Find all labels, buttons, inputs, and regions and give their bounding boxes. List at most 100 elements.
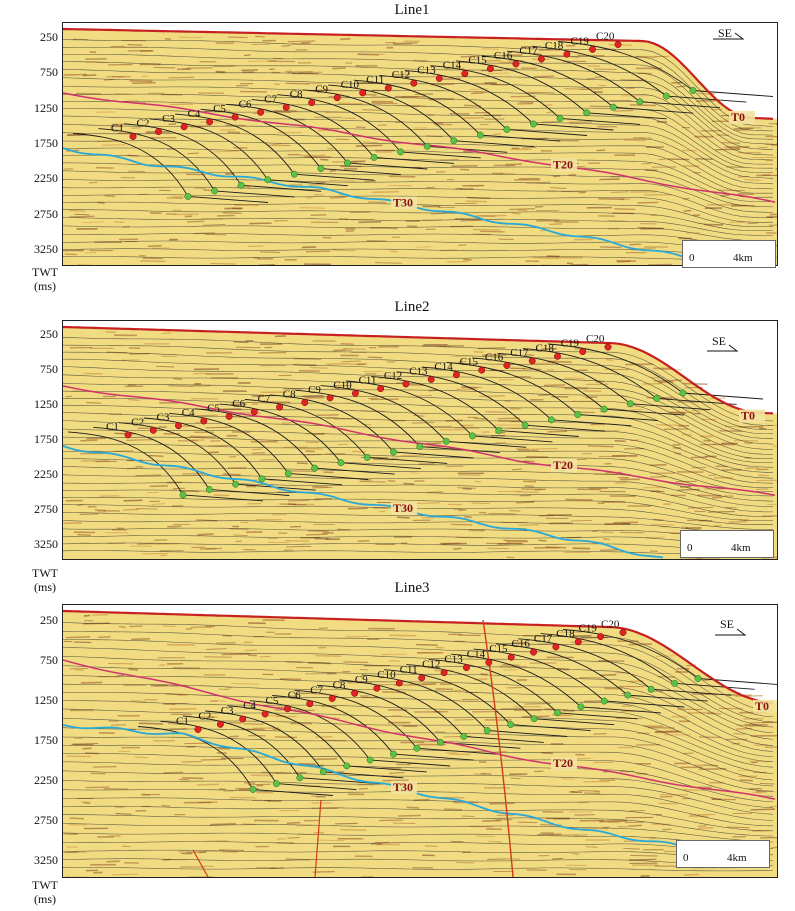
shelf-edge-dot bbox=[478, 366, 486, 374]
clinoform-label: C4 bbox=[243, 700, 256, 712]
horizon-label: T30 bbox=[393, 501, 413, 515]
horizon-label: T30 bbox=[393, 780, 413, 794]
shelf-edge-dot bbox=[216, 720, 224, 728]
clinoform-label: C20 bbox=[601, 619, 620, 631]
panel-title-line2: Line2 bbox=[394, 299, 430, 315]
fault-lines bbox=[192, 619, 514, 877]
y-tick-label: 2750 bbox=[34, 501, 58, 516]
shelf-edge-markers bbox=[124, 343, 687, 499]
clinoform-label: C14 bbox=[467, 648, 486, 660]
toe-dot bbox=[416, 443, 424, 451]
seismic-panel-line2: C1 C2 C3 C4 C5 C6 C7 C8 C9 C10 C11 C12 C13 C14 C15 C16 C… bbox=[62, 320, 778, 560]
shelf-edge-dot bbox=[604, 343, 612, 351]
toe-dot bbox=[272, 780, 280, 788]
clinoform-label: C5 bbox=[213, 103, 226, 115]
clinoform-label: C7 bbox=[310, 685, 323, 697]
clinoform-label: C15 bbox=[489, 643, 508, 655]
clinoform-label: C16 bbox=[494, 50, 513, 62]
horizon-labels: T0 T20 T30 bbox=[391, 110, 755, 210]
horizon-label: T0 bbox=[755, 699, 769, 713]
shelf-edge-dot bbox=[282, 103, 290, 111]
direction-arrow-icon bbox=[707, 344, 739, 352]
shelf-edge-dot bbox=[461, 70, 469, 78]
shelf-edge-markers bbox=[194, 629, 702, 793]
y-tick-label: 250 bbox=[40, 29, 58, 44]
toe-dot bbox=[258, 475, 266, 483]
clinoform-label: C17 bbox=[519, 45, 538, 57]
direction-arrow-icon bbox=[715, 628, 747, 636]
toe-dot bbox=[503, 126, 511, 133]
shelf-edge-dot bbox=[261, 710, 269, 718]
clinoform-label: C12 bbox=[392, 69, 410, 81]
y-tick-label: 3250 bbox=[34, 536, 58, 551]
y-tick-label: 2750 bbox=[34, 206, 58, 221]
shelf-edge-dot bbox=[410, 79, 418, 87]
shelf-edge-dot bbox=[175, 422, 182, 430]
y-tick-label: 2250 bbox=[34, 466, 58, 481]
toe-dot bbox=[530, 120, 537, 128]
y-tick-label: 750 bbox=[40, 362, 58, 377]
clinoform-label: C8 bbox=[333, 679, 346, 691]
toe-dot bbox=[647, 685, 655, 693]
shelf-edge-dot bbox=[395, 679, 403, 687]
shelf-edge-dot bbox=[537, 55, 545, 63]
clinoform-label: C13 bbox=[409, 365, 428, 377]
horizon-labels: T0 T20 T30 bbox=[391, 409, 765, 516]
shelf-edge-dot bbox=[554, 352, 561, 360]
clinoform-label: C13 bbox=[417, 64, 436, 76]
toe-dot bbox=[626, 400, 634, 408]
toe-dot bbox=[495, 427, 503, 434]
shelf-edge-dot bbox=[485, 658, 493, 666]
toe-dot bbox=[556, 114, 564, 122]
shelf-edge-dot bbox=[206, 118, 214, 126]
scale-bar-line2: 0 4km bbox=[680, 530, 774, 558]
clinoform-label: C13 bbox=[444, 654, 463, 666]
clinoform-label: C2 bbox=[131, 416, 144, 428]
clinoform-label: C15 bbox=[468, 55, 487, 67]
y-tick-label: 1250 bbox=[34, 100, 58, 115]
shelf-edge-dot bbox=[427, 375, 435, 383]
shelf-edge-dot bbox=[452, 371, 460, 379]
y-axis-unit: TWT (ms) bbox=[32, 878, 58, 906]
clinoform-label: C14 bbox=[434, 361, 453, 373]
clinoform-lines bbox=[67, 343, 764, 502]
clinoform-label: C19 bbox=[579, 623, 598, 635]
shelf-edge-dot bbox=[308, 99, 316, 107]
shelf-edge-dot bbox=[579, 348, 587, 356]
shelf-edge-dot bbox=[373, 684, 381, 692]
clinoform-label: C19 bbox=[571, 35, 590, 47]
toe-dot bbox=[636, 98, 644, 106]
shelf-edge-dot bbox=[589, 45, 596, 53]
panel-title-line3: Line3 bbox=[394, 580, 430, 596]
clinoform-label: C14 bbox=[443, 60, 462, 72]
toe-dot bbox=[390, 448, 397, 456]
shelf-edge-dot bbox=[231, 113, 239, 121]
toe-dot bbox=[290, 170, 298, 178]
shelf-edge-dot bbox=[351, 389, 359, 397]
clinoform-label: C18 bbox=[556, 628, 575, 640]
toe-dot bbox=[547, 416, 555, 424]
toe-dot bbox=[284, 470, 292, 477]
seismic-section-line3: C1 C2 C3 C4 C5 C6 C7 C8 C9 C10 C11 C12 C13 C14 C15 C16 C… bbox=[63, 605, 777, 877]
toe-dot bbox=[184, 193, 192, 200]
clinoform-label: C3 bbox=[157, 412, 170, 424]
clinoform-label: C7 bbox=[264, 93, 277, 105]
toe-dot bbox=[436, 738, 444, 746]
toe-dot bbox=[319, 768, 327, 776]
clinoform-label: C18 bbox=[536, 342, 555, 354]
toe-dot bbox=[577, 703, 585, 711]
clinoform-label: C5 bbox=[207, 402, 220, 414]
shelf-edge-dot bbox=[574, 638, 582, 646]
shelf-edge-dot bbox=[530, 648, 537, 656]
toe-dot bbox=[483, 727, 491, 734]
shelf-edge-dot bbox=[435, 74, 443, 82]
shelf-edge-dot bbox=[552, 643, 560, 651]
clinoform-label: C12 bbox=[384, 370, 402, 382]
shelf-edge-markers bbox=[129, 41, 697, 200]
toe-dot bbox=[653, 394, 661, 402]
toe-dot bbox=[311, 464, 319, 472]
shelf-edge-dot bbox=[512, 60, 520, 68]
seismic-texture bbox=[63, 613, 777, 877]
clinoform-label: C20 bbox=[586, 333, 605, 345]
clinoform-label: C17 bbox=[510, 347, 529, 359]
